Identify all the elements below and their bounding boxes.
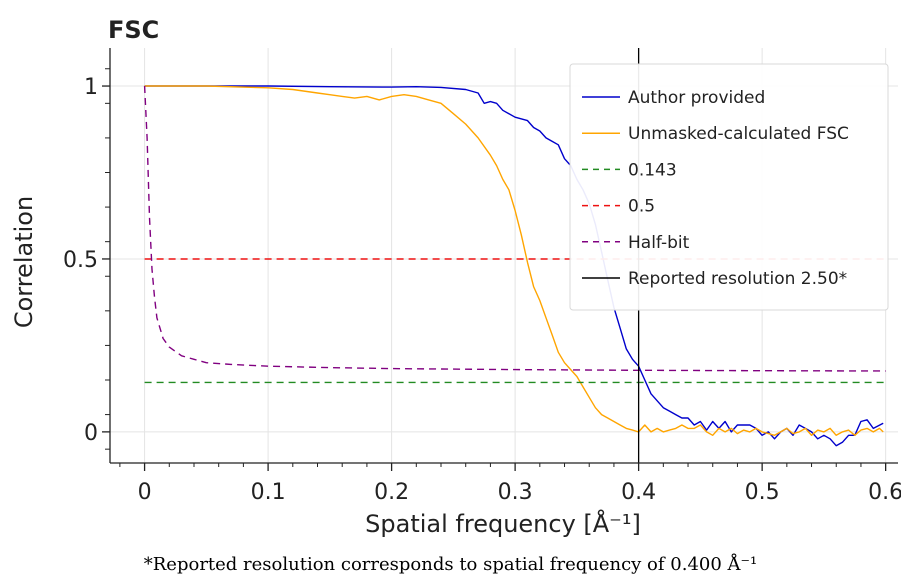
y-axis-label: Correlation <box>10 196 38 328</box>
x-tick-label-5: 0.5 <box>745 480 780 505</box>
x-tick-label-1: 0.1 <box>251 480 286 505</box>
y-tick-label-2: 1 <box>84 75 98 100</box>
x-tick-label-0: 0 <box>138 480 152 505</box>
legend-label-2: 0.143 <box>628 160 677 180</box>
x-axis-label: Spatial frequency [Å⁻¹] <box>365 509 641 538</box>
legend-label-4: Half-bit <box>628 233 690 253</box>
series-line-1 <box>144 85 884 436</box>
axes: 0 0.1 0.2 0.3 0.4 0.5 0.6 0 0.5 1 <box>63 48 901 505</box>
y-tick-label-0: 0 <box>84 421 98 446</box>
legend: Author provided Unmasked-calculated FSC 0.… <box>569 63 889 311</box>
chart-title: FSC <box>108 16 159 44</box>
legend-label-1: Unmasked-calculated FSC <box>628 124 849 144</box>
y-tick-label-1: 0.5 <box>63 248 98 273</box>
series-line-4 <box>143 85 886 372</box>
x-tick-label-4: 0.4 <box>621 480 656 505</box>
legend-label-0: Author provided <box>628 88 765 108</box>
x-tick-label-6: 0.6 <box>868 480 901 505</box>
resolution-caption: *Reported resolution corresponds to spat… <box>143 554 758 575</box>
legend-label-5: Reported resolution 2.50* <box>628 269 847 289</box>
x-tick-label-2: 0.2 <box>374 480 409 505</box>
legend-label-3: 0.5 <box>628 197 655 217</box>
legend-box <box>569 63 889 311</box>
x-tick-label-3: 0.3 <box>498 480 533 505</box>
